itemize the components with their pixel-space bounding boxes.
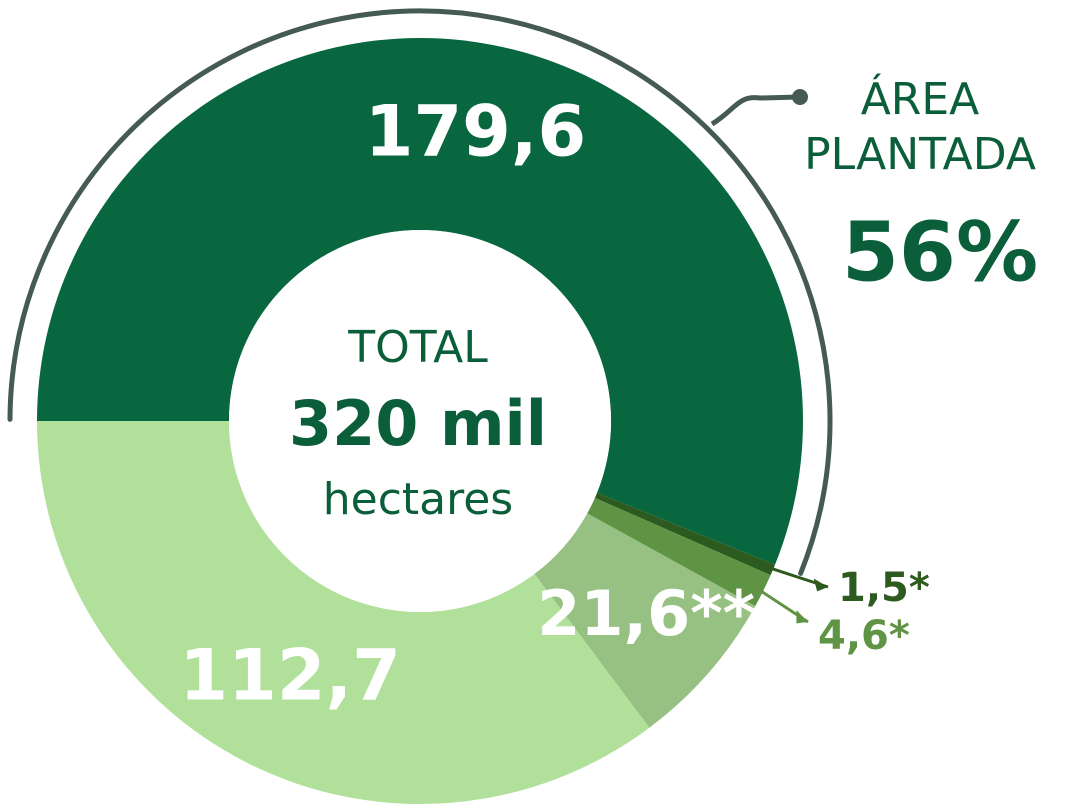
slice-label: 179,6 xyxy=(365,90,586,172)
donut-slice xyxy=(534,513,756,728)
donut-slice xyxy=(37,421,650,804)
slice-label: 1,5* xyxy=(838,565,930,611)
donut-slice xyxy=(37,37,803,565)
annotation-value: 56% xyxy=(842,205,1038,300)
slice-label: 4,6* xyxy=(818,613,910,659)
annotation-line: PLANTADA xyxy=(804,129,1036,180)
connector-dot xyxy=(792,89,808,105)
bracket-arc xyxy=(7,8,833,576)
annotation-line: ÁREA xyxy=(861,72,980,125)
donut-slice xyxy=(587,497,771,607)
center-label: TOTAL xyxy=(347,322,488,373)
leader-arrow xyxy=(813,578,828,592)
leader-arrow xyxy=(796,610,808,624)
donut-hole xyxy=(229,230,611,612)
connector xyxy=(710,94,801,127)
slice-label: 112,7 xyxy=(179,634,400,716)
donut-slice xyxy=(594,492,775,576)
slice-label: 21,6** xyxy=(537,577,755,650)
center-total: 320 mil xyxy=(289,387,547,460)
center-unit: hectares xyxy=(323,474,513,525)
